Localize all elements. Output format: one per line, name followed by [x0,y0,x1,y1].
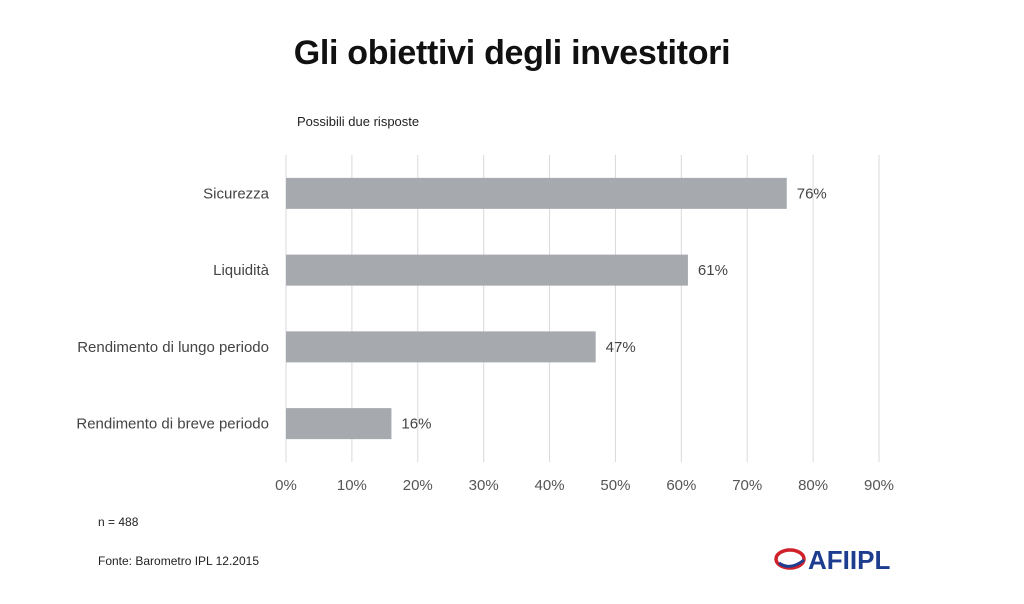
x-tick-label: 30% [469,477,499,494]
x-tick-label: 80% [798,477,828,494]
value-label: 61% [698,262,728,279]
bar [286,331,596,363]
x-tick-label: 10% [337,477,367,494]
x-tick-label: 90% [864,477,894,494]
bar-chart: 0% 10% 20% 30% 40% 50% 60% 70% 80% 90% Sicurezza 76… [76,155,894,494]
chart-title: Gli obiettivi degli investitori [293,34,731,72]
category-label: Rendimento di lungo periodo [77,339,269,356]
chart-subtitle: Possibili due risposte [297,114,420,129]
value-label: 76% [797,185,827,202]
category-label: Sicurezza [203,185,270,202]
bar [286,408,392,440]
category-label: Liquidità [213,262,270,279]
bar [286,177,787,209]
x-tick-label: 40% [535,477,565,494]
labels: 0% 10% 20% 30% 40% 50% 60% 70% 80% 90% Sicurezza 76… [76,185,894,494]
afiipl-logo: AFIIPL [774,545,890,575]
value-label: 16% [401,416,431,433]
logo-swoosh-icon [774,548,806,570]
x-tick-label: 0% [275,477,297,494]
logo-swoosh-accent-icon [778,558,805,568]
x-tick-label: 70% [732,477,762,494]
x-tick-label: 50% [600,477,630,494]
logo-text: AFIIPL [808,545,890,575]
category-label: Rendimento di breve periodo [76,416,269,433]
bar [286,254,688,286]
x-tick-label: 60% [666,477,696,494]
bars [286,177,787,440]
sample-size-note: n = 488 [98,515,139,529]
value-label: 47% [606,339,636,356]
x-tick-label: 20% [403,477,433,494]
source-note: Fonte: Barometro IPL 12.2015 [98,554,259,568]
